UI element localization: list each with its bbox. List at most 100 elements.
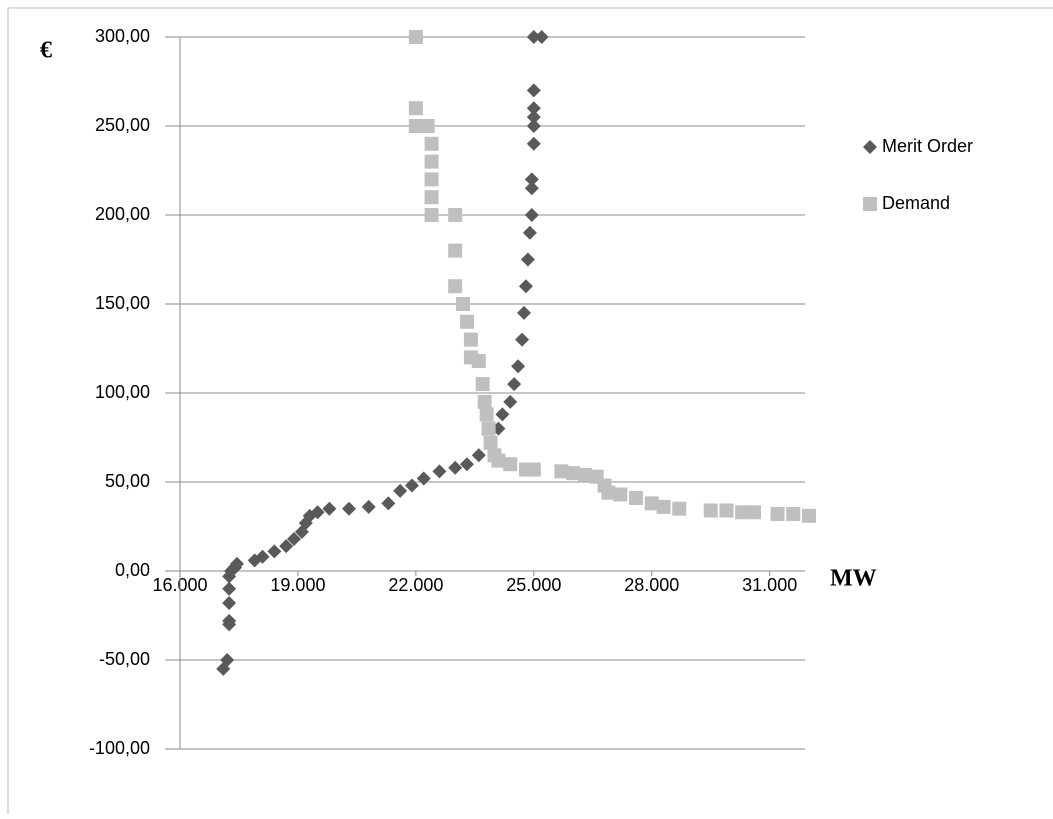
x-tick-label: 22.000: [388, 575, 443, 595]
point: [554, 464, 569, 479]
point: [424, 190, 439, 205]
point: [719, 503, 734, 518]
point: [459, 457, 474, 472]
point: [526, 83, 541, 98]
point: [448, 243, 463, 258]
point: [255, 549, 270, 564]
point: [361, 499, 376, 514]
point: [613, 487, 628, 502]
point: [703, 503, 718, 518]
point: [672, 501, 687, 516]
point: [524, 208, 539, 222]
y-tick-label: 0,00: [115, 560, 150, 580]
y-tick-label: -100,00: [89, 738, 150, 758]
x-tick-label: 31.000: [742, 575, 797, 595]
y-tick-label: 300,00: [95, 26, 150, 46]
point: [222, 613, 237, 628]
point: [770, 507, 785, 522]
point: [735, 505, 750, 520]
point: [471, 353, 486, 368]
point: [802, 508, 816, 523]
point: [534, 30, 549, 44]
point: [522, 225, 537, 240]
y-tick-label: -50,00: [99, 649, 150, 669]
point: [322, 501, 337, 516]
x-tick-label: 28.000: [624, 575, 679, 595]
point: [503, 457, 518, 472]
legend-marker: [863, 197, 877, 211]
x-tick-label: 19.000: [270, 575, 325, 595]
y-tick-label: 150,00: [95, 293, 150, 313]
point: [479, 407, 494, 422]
y-tick-label: 50,00: [105, 471, 150, 491]
point: [526, 136, 541, 151]
legend-label: Merit Order: [882, 136, 973, 156]
point: [746, 505, 761, 520]
point: [518, 279, 533, 294]
point: [459, 314, 474, 329]
point: [424, 172, 439, 187]
point: [408, 119, 423, 133]
point: [432, 464, 447, 479]
point: [601, 485, 616, 500]
point: [526, 462, 541, 477]
y-tick-label: 100,00: [95, 382, 150, 402]
point: [491, 453, 506, 468]
point: [475, 377, 490, 392]
point: [463, 332, 478, 347]
y-tick-label: 200,00: [95, 204, 150, 224]
y-tick-label: 250,00: [95, 115, 150, 135]
frame: [7, 7, 1053, 819]
point: [448, 208, 463, 222]
point: [477, 394, 492, 409]
point: [520, 252, 535, 267]
point: [424, 136, 439, 151]
point: [408, 101, 423, 116]
point: [420, 119, 435, 133]
point: [424, 208, 439, 222]
point: [456, 297, 471, 311]
point: [448, 460, 463, 475]
point: [566, 466, 581, 481]
point: [515, 332, 530, 347]
point: [310, 505, 325, 520]
point: [416, 471, 431, 486]
point: [526, 110, 541, 125]
point: [408, 30, 423, 44]
point: [424, 154, 439, 169]
point: [448, 279, 463, 294]
point: [342, 501, 357, 516]
point: [644, 496, 659, 511]
point: [656, 499, 671, 514]
point: [267, 544, 282, 559]
point: [279, 539, 294, 554]
point: [220, 653, 235, 667]
point: [629, 491, 644, 506]
point: [526, 30, 541, 44]
point: [481, 421, 496, 436]
legend-marker: [863, 140, 877, 154]
point: [483, 435, 498, 450]
y-axis-label: €: [40, 38, 52, 64]
point: [381, 496, 396, 511]
point: [495, 407, 510, 422]
point: [577, 467, 592, 482]
point: [230, 556, 245, 571]
x-axis-label: MW: [830, 566, 877, 592]
point: [393, 483, 408, 498]
point: [526, 101, 541, 116]
x-tick-label: 25.000: [506, 575, 561, 595]
legend-label: Demand: [882, 193, 950, 213]
point: [786, 507, 801, 522]
point: [516, 305, 531, 320]
point: [507, 377, 522, 392]
point: [526, 119, 541, 133]
point: [287, 531, 302, 546]
point: [471, 448, 486, 463]
point: [524, 181, 539, 196]
point: [222, 596, 237, 611]
point: [222, 581, 237, 596]
point: [524, 172, 539, 187]
point: [511, 359, 526, 374]
